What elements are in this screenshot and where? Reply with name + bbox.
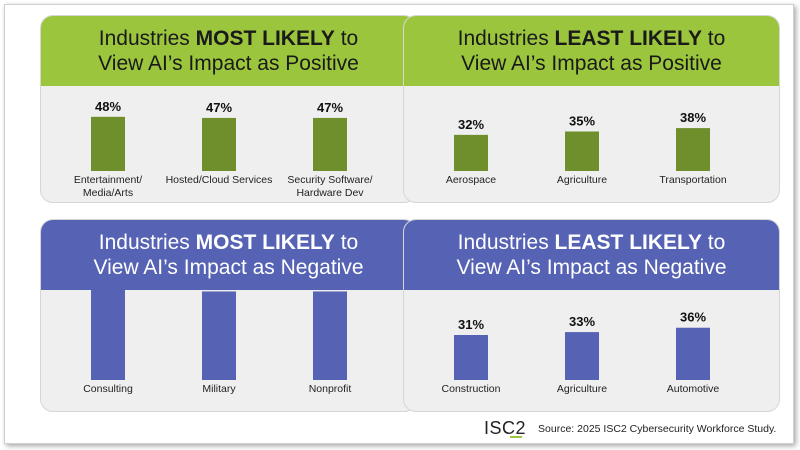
panel-most-likely-positive: Industries MOST LIKELY to View AI’s Impa… [40, 15, 417, 203]
data-label: 47% [206, 100, 232, 115]
category-label: Security Software/ [287, 174, 372, 186]
bar [313, 291, 347, 380]
bar [91, 290, 125, 380]
bar-chart: 32% Aerospace 35% Agriculture 38% Transportat… [446, 110, 727, 186]
panel-title-line2: View AI’s Impact as Positive [461, 52, 722, 75]
bar [565, 131, 599, 171]
category-label: Transportation [659, 174, 726, 186]
bar [676, 327, 710, 380]
category-label: Hardware Dev [296, 187, 364, 199]
category-label: Military [202, 383, 236, 395]
category-label: Entertainment/ [74, 174, 142, 186]
category-label: Hosted/Cloud Services [166, 174, 273, 186]
bar [565, 332, 599, 380]
data-label: 47% [317, 100, 343, 115]
data-label: 38% [680, 110, 706, 125]
panel-most-likely-negative: Industries MOST LIKELY to View AI’s Impa… [40, 219, 417, 412]
category-label: Agriculture [557, 174, 607, 186]
bar [454, 335, 488, 380]
panel-title-line1: Industries MOST LIKELY to [98, 27, 359, 50]
panel-title-line1: Industries MOST LIKELY to [98, 231, 359, 254]
bar [313, 117, 347, 171]
category-label: Nonprofit [309, 383, 352, 395]
category-label: Agriculture [557, 383, 607, 395]
source-note: Source: 2025 ISC2 Cybersecurity Workforc… [538, 422, 777, 435]
panel-header: Industries LEAST LIKELY to View AI’s Imp… [404, 16, 779, 86]
data-label: 33% [569, 314, 595, 329]
panel-header: Industries MOST LIKELY to View AI’s Impa… [41, 16, 416, 86]
data-label: 36% [680, 310, 706, 325]
data-label: 32% [458, 117, 484, 132]
bar-chart: 62%Consulting61%Military61%Nonprofit [83, 290, 352, 395]
bar [202, 291, 236, 380]
panel-least-likely-negative: Industries LEAST LIKELY to View AI’s Imp… [403, 219, 780, 412]
panel-header: Industries LEAST LIKELY to View AI’s Imp… [404, 220, 779, 290]
bar [91, 116, 125, 171]
bar-chart: 31% Construction 33% Agriculture 36% Automoti… [442, 310, 720, 395]
panel-header: Industries MOST LIKELY to View AI’s Impa… [41, 220, 416, 290]
data-label: 48% [95, 99, 121, 114]
category-label: Construction [442, 383, 501, 395]
bar [454, 134, 488, 171]
bar [676, 128, 710, 171]
panel-title-line2: View AI’s Impact as Negative [456, 256, 727, 279]
panel-least-likely-positive: Industries LEAST LIKELY to View AI’s Imp… [403, 15, 780, 203]
panel-title-line2: View AI’s Impact as Positive [98, 52, 359, 75]
data-label: 35% [569, 113, 595, 128]
footer: ISC2 Source: 2025 ISC2 Cybersecurity Wor… [484, 418, 776, 439]
bar-chart: 48% Entertainment/Media/Arts 47% Hosted/Clo… [74, 99, 373, 199]
panel-title-line1: Industries LEAST LIKELY to [457, 27, 726, 50]
category-label: Aerospace [446, 174, 496, 186]
panel-title-line1: Industries LEAST LIKELY to [457, 231, 726, 254]
category-label: Consulting [83, 383, 133, 395]
data-label: 31% [458, 317, 484, 332]
panel-title-line2: View AI’s Impact as Negative [93, 256, 364, 279]
category-label: Automotive [667, 383, 720, 395]
isc2-logo: ISC2 [484, 418, 527, 438]
bar [202, 117, 236, 171]
category-label: Media/Arts [83, 187, 133, 199]
